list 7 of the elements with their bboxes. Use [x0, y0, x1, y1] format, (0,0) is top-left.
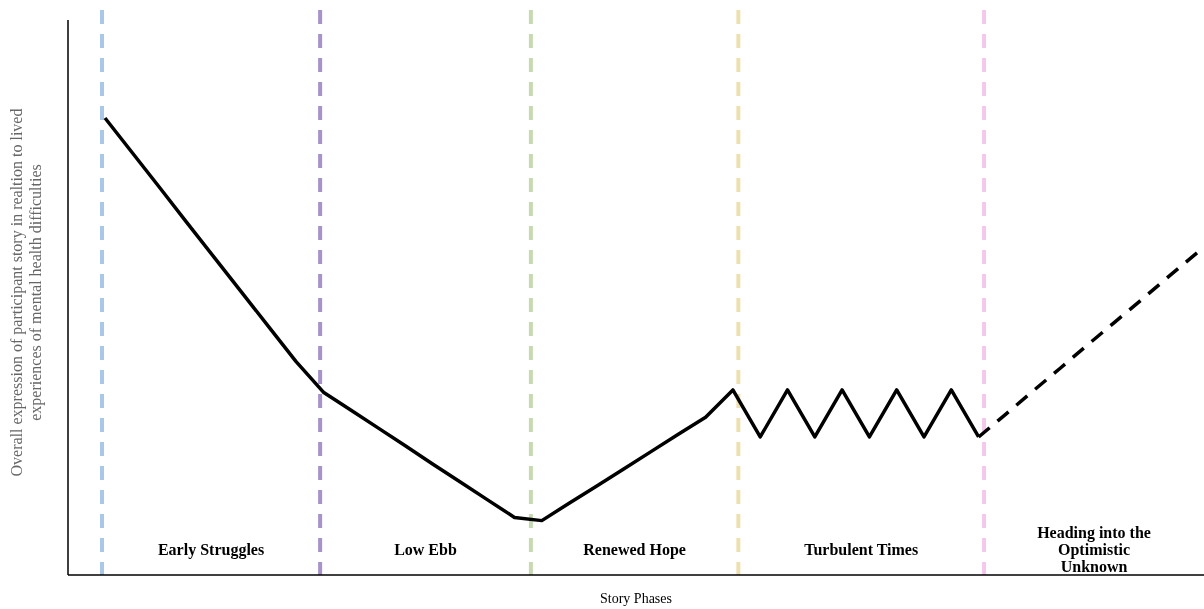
annotation: Low Ebb	[394, 541, 457, 558]
annotation: Early Struggles	[157, 541, 265, 559]
y-axis-title: Overall expression of participant story in realtion to lived experiences of mental health difficulties	[8, 108, 45, 477]
annotation: Turbulent Times	[804, 541, 919, 558]
annotation: Renewed Hope	[583, 541, 686, 559]
annotation: Heading into the Optimistic Unknown	[1037, 524, 1151, 575]
x-axis-title: Story Phases	[600, 591, 672, 606]
